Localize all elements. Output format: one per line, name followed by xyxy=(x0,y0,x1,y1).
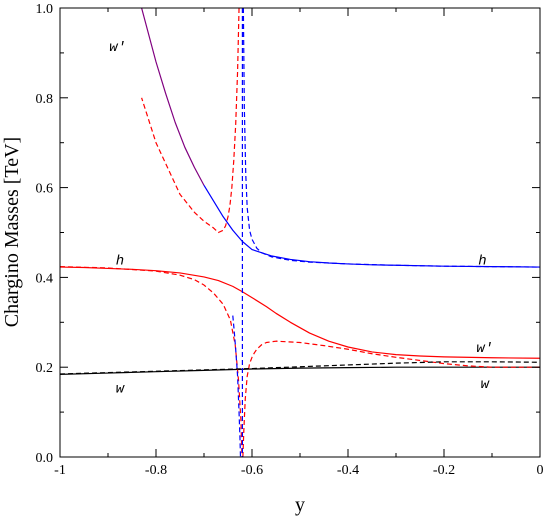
curve-label: h xyxy=(116,253,124,269)
tick-labels: -1 -0.8 -0.6 -0.4 -0.2 0 0.0 0.2 0.4 0.6 0.8 1.0 xyxy=(36,2,544,478)
y-tick-label: 0.8 xyxy=(36,92,54,107)
y-tick-label: 0.6 xyxy=(36,182,54,197)
series-line-10 xyxy=(60,361,540,375)
y-tick-label: 0.2 xyxy=(36,361,54,376)
x-axis-label: y xyxy=(295,494,305,516)
series-line-1 xyxy=(141,8,205,186)
x-tick-label: 0 xyxy=(537,463,544,478)
y-tick-label: 1.0 xyxy=(36,2,54,17)
ticks-layer xyxy=(59,7,541,458)
series-line-4 xyxy=(60,366,540,375)
series-line-5 xyxy=(60,266,243,457)
series-line-7 xyxy=(242,340,540,457)
x-tick-label: -1 xyxy=(54,463,66,478)
x-tick-label: -0.2 xyxy=(433,463,455,478)
curve-label: w′ xyxy=(476,341,493,357)
series-line-6 xyxy=(141,8,240,234)
series-line-9 xyxy=(242,8,540,268)
annotations: w′ h w h w′ w xyxy=(109,40,493,397)
curve-label: w xyxy=(481,377,490,393)
y-tick-label: 0.0 xyxy=(36,451,54,466)
x-tick-label: -0.6 xyxy=(241,463,263,478)
series-layer xyxy=(60,8,540,457)
series-line-2 xyxy=(203,185,540,268)
curve-label: w xyxy=(116,381,125,397)
y-tick-label: 0.4 xyxy=(36,271,54,286)
x-tick-label: -0.4 xyxy=(337,463,359,478)
y-axis-label: Chargino Masses [TeV] xyxy=(1,137,23,327)
plot-frame xyxy=(59,7,541,458)
curve-label: h xyxy=(478,253,486,269)
series-line-8 xyxy=(232,315,242,457)
series-line-3 xyxy=(60,266,540,359)
curve-label: w′ xyxy=(109,40,126,56)
x-tick-label: -0.8 xyxy=(145,463,167,478)
